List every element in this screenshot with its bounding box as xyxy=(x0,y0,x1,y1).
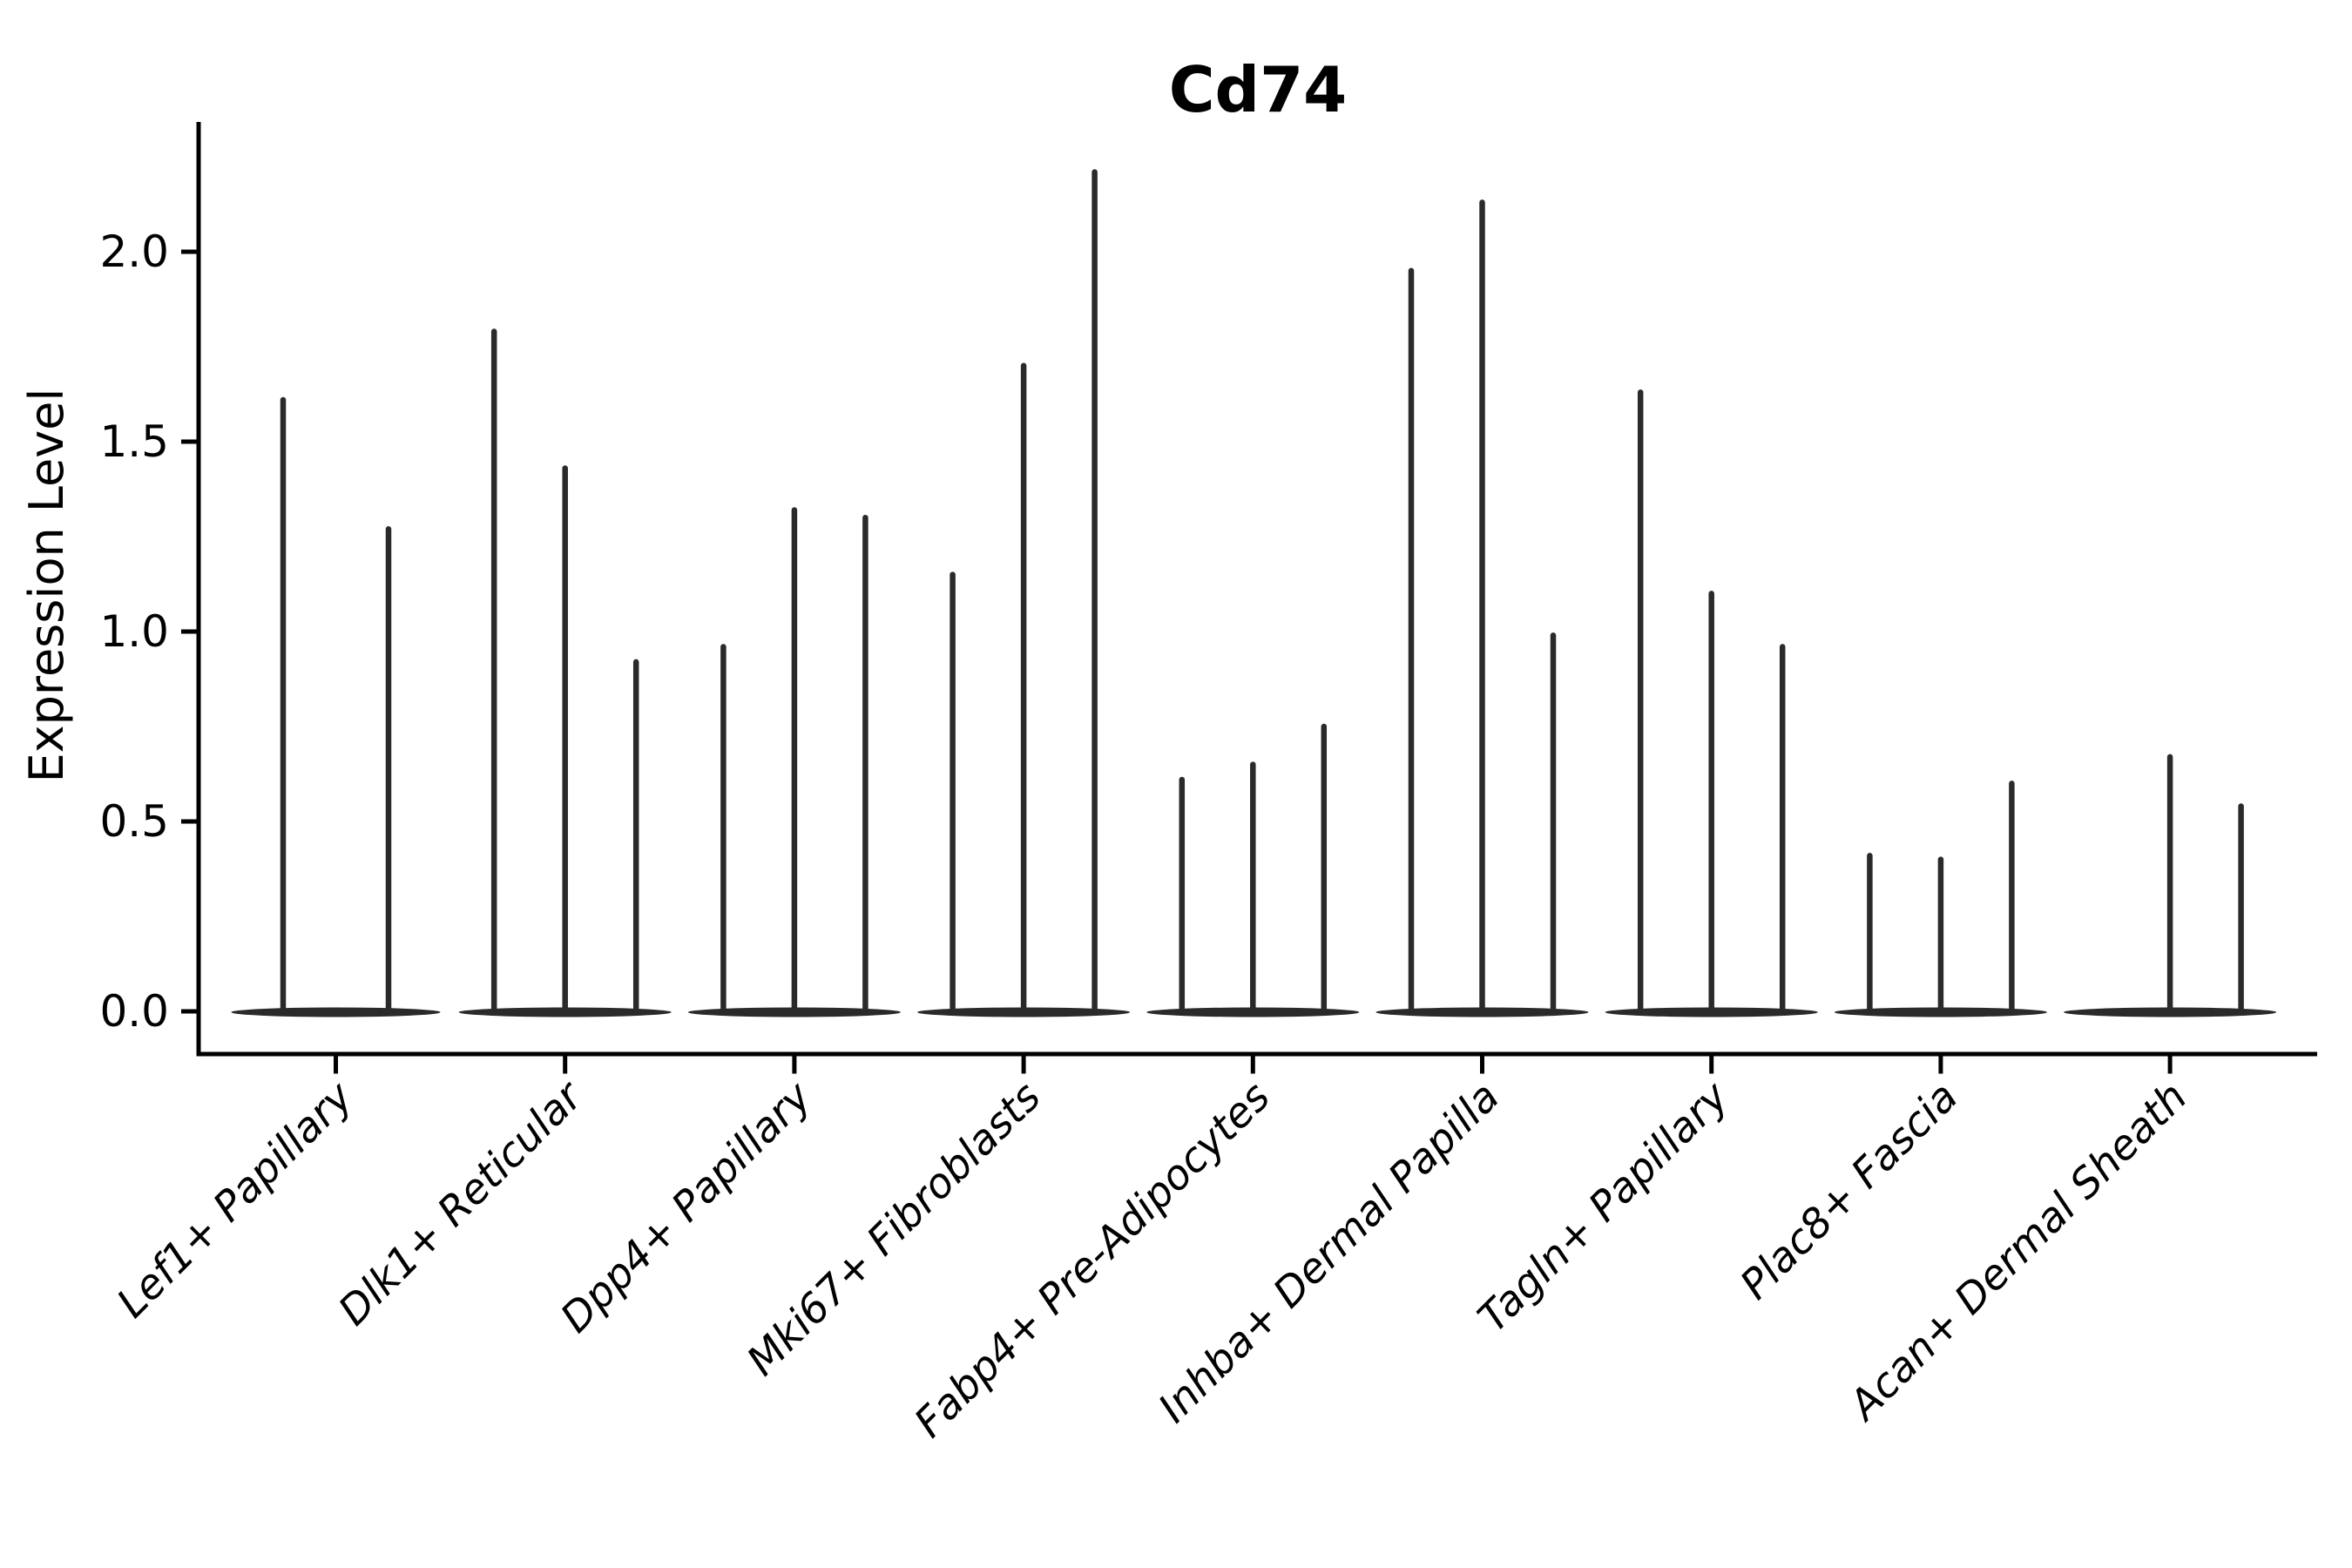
x-tick-label: Dlk1+ Reticular xyxy=(329,1071,593,1335)
x-tick-label: Plac8+ Fascia xyxy=(1731,1073,1967,1309)
y-tick-label: 0.5 xyxy=(99,796,169,847)
x-tick-label: Tagln+ Papillary xyxy=(1469,1072,1739,1342)
x-tick-label: Lef1+ Papillary xyxy=(108,1072,363,1328)
violins xyxy=(231,169,2277,1017)
y-tick-label: 2.0 xyxy=(99,226,169,277)
axes xyxy=(181,122,2317,1074)
x-tick-label: Dpp4+ Papillary xyxy=(551,1072,821,1342)
y-axis-label: Expression Level xyxy=(19,389,74,783)
violin-base xyxy=(231,1007,441,1017)
y-tick-label: 1.5 xyxy=(99,416,169,467)
y-tick-label: 0.0 xyxy=(99,986,169,1037)
plot-title: Cd74 xyxy=(1169,53,1348,126)
y-tick-labels: 0.0 0.5 1.0 1.5 2.0 xyxy=(99,226,169,1037)
y-tick-label: 1.0 xyxy=(99,606,169,657)
